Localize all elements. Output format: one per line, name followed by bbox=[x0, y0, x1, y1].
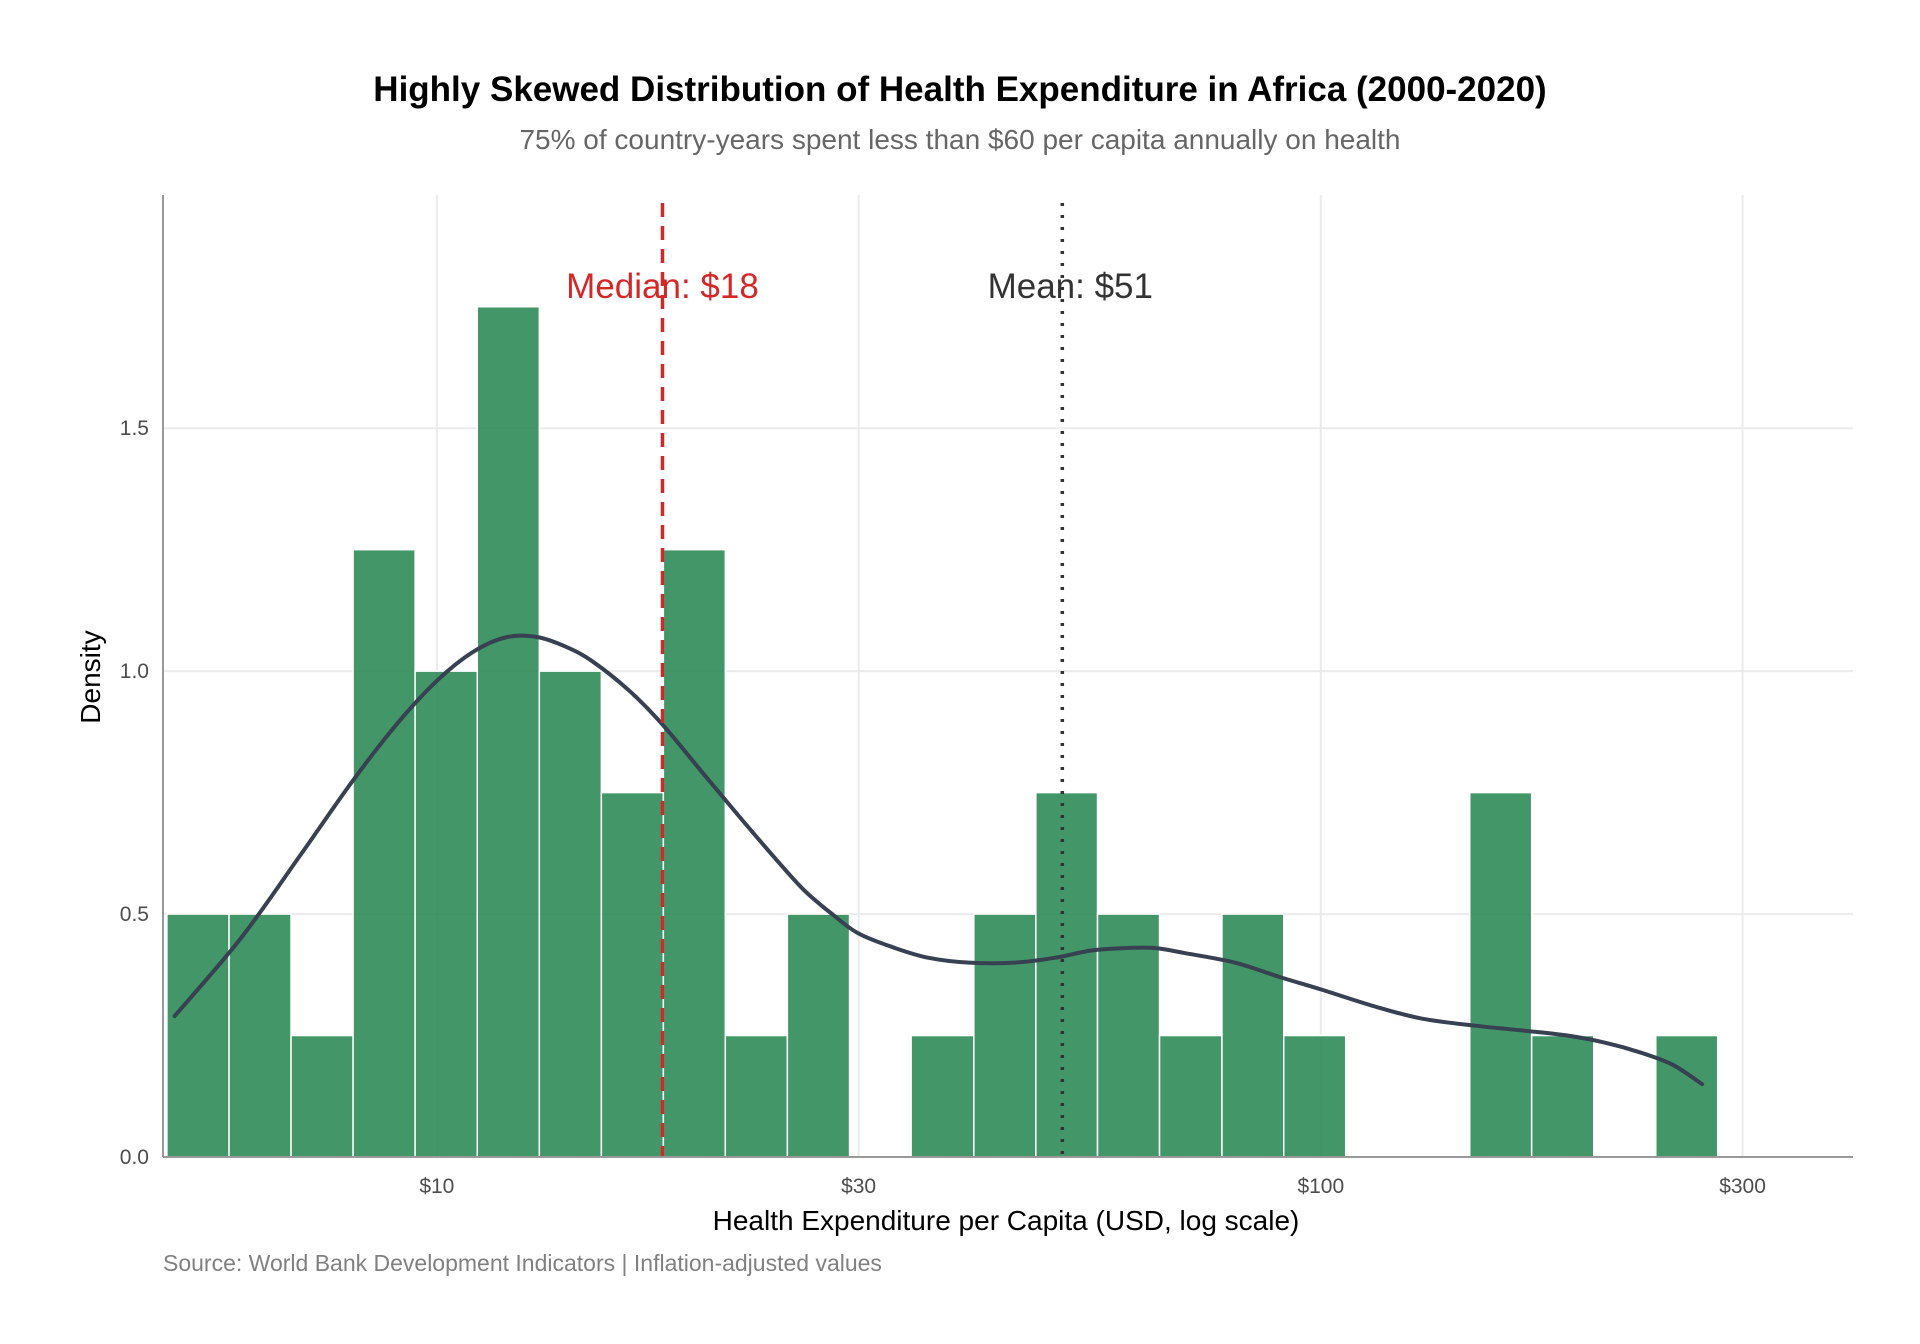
histogram-bars bbox=[166, 305, 1719, 1158]
histogram-bar bbox=[228, 913, 292, 1158]
axes: 0.0 0.5 1.0 1.5 $10 $30 $100 $300 bbox=[120, 195, 1853, 1198]
chart-title: Highly Skewed Distribution of Health Exp… bbox=[373, 70, 1547, 109]
x-axis-title: Health Expenditure per Capita (USD, log … bbox=[713, 1205, 1300, 1236]
histogram-bar bbox=[414, 670, 479, 1158]
y-tick-label: 1.0 bbox=[120, 660, 149, 683]
histogram-bar bbox=[910, 1034, 975, 1158]
mean-label: Mean: $51 bbox=[988, 267, 1153, 306]
median-label: Median: $18 bbox=[566, 267, 759, 306]
x-tick-label: $100 bbox=[1297, 1175, 1344, 1198]
histogram-bar bbox=[1469, 791, 1533, 1158]
histogram-bar bbox=[1655, 1034, 1719, 1158]
x-tick-label: $300 bbox=[1719, 1175, 1766, 1198]
x-tick-label: $30 bbox=[841, 1175, 876, 1198]
histogram-bar bbox=[600, 791, 665, 1158]
histogram-bar bbox=[1158, 1034, 1223, 1158]
histogram-bar bbox=[1221, 913, 1285, 1158]
chart-subtitle: 75% of country-years spent less than $60… bbox=[519, 124, 1401, 155]
histogram-bar bbox=[476, 305, 541, 1158]
histogram-bar bbox=[724, 1034, 789, 1158]
x-tick-label: $10 bbox=[419, 1175, 454, 1198]
histogram-bar bbox=[166, 913, 230, 1158]
histogram-bar bbox=[290, 1034, 354, 1158]
y-tick-label: 0.0 bbox=[120, 1146, 149, 1169]
chart-caption: Source: World Bank Development Indicator… bbox=[163, 1250, 882, 1276]
y-axis-title: Density bbox=[75, 630, 106, 723]
histogram-bar bbox=[1283, 1034, 1347, 1158]
histogram-bar bbox=[538, 670, 603, 1158]
density-curve-group bbox=[172, 633, 1705, 1087]
histogram-bar bbox=[1530, 1034, 1595, 1158]
histogram-bar bbox=[1035, 791, 1099, 1158]
y-tick-label: 0.5 bbox=[120, 903, 149, 926]
y-tick-label: 1.5 bbox=[120, 417, 149, 440]
histogram-bar bbox=[662, 548, 727, 1158]
histogram-bar bbox=[1096, 913, 1161, 1158]
histogram-bar bbox=[973, 913, 1037, 1158]
histogram-bar bbox=[786, 913, 851, 1158]
density-curve bbox=[172, 633, 1705, 1087]
reference-lines: Median: $18 Mean: $51 bbox=[566, 203, 1153, 1157]
histogram-bar bbox=[352, 548, 416, 1158]
